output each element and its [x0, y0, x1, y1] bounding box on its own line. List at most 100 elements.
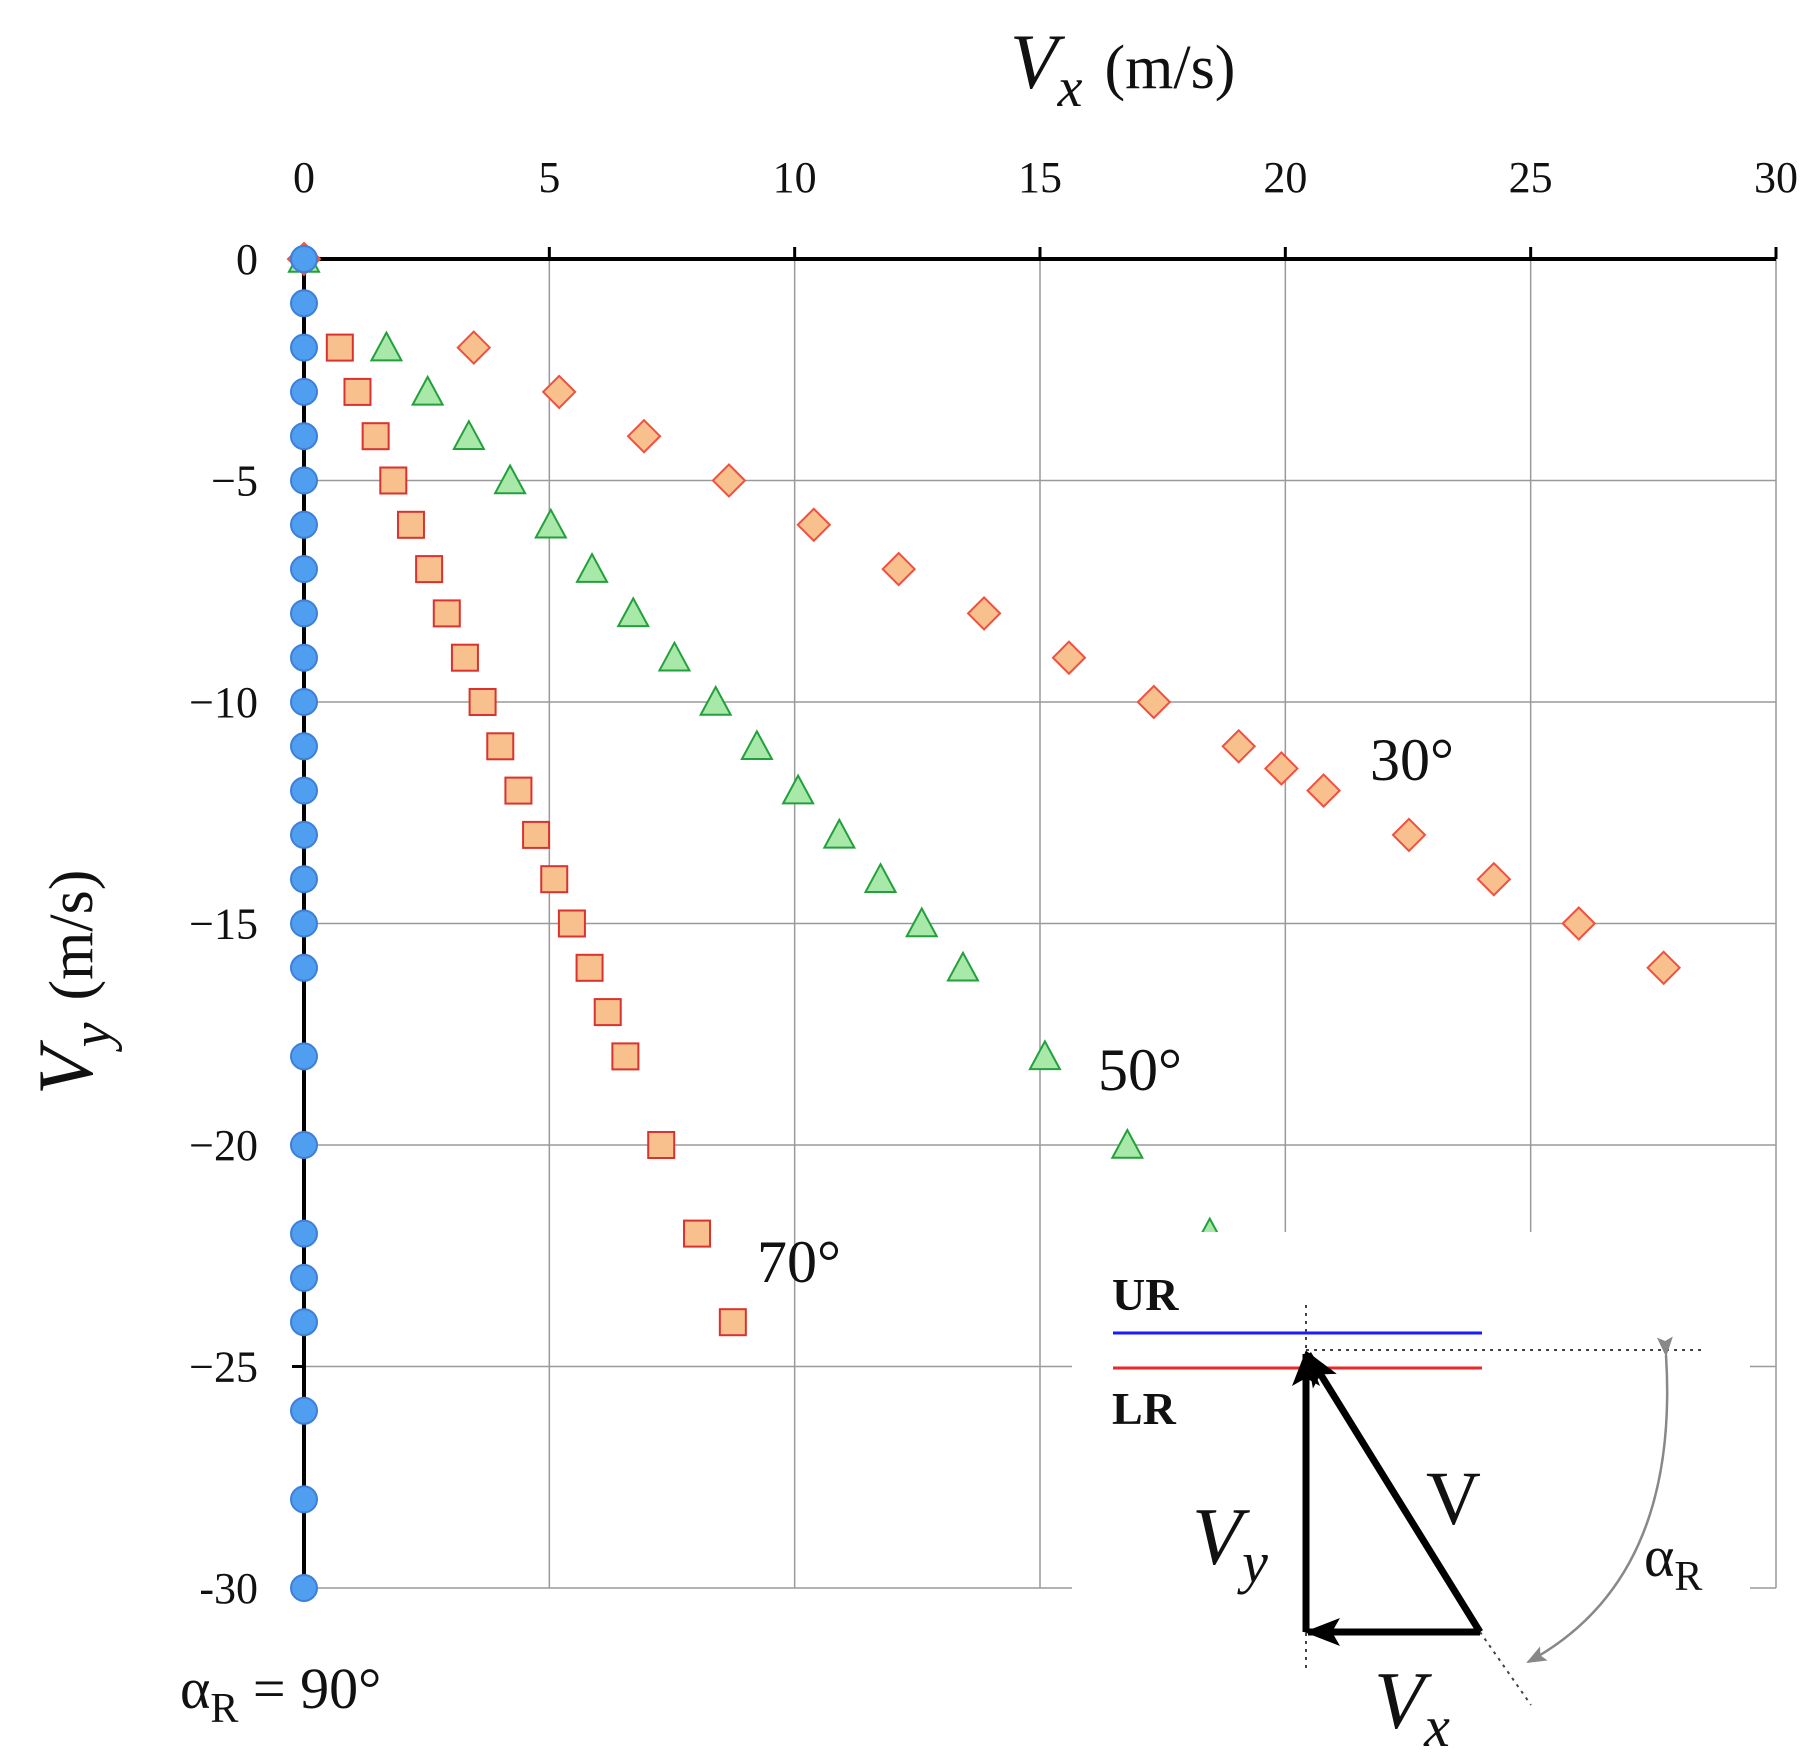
point-circle-18 [290, 1131, 318, 1159]
inset-diagonal-guide [1479, 1631, 1532, 1706]
x-tick-label-0: 0 [293, 153, 315, 202]
point-circle-9 [290, 643, 318, 672]
inset-lr-label: LR [1112, 1383, 1177, 1434]
point-square-16 [611, 1042, 640, 1071]
point-circle-4 [290, 422, 318, 451]
point-circle-23 [290, 1485, 318, 1514]
tick-labels: 0 5 10 15 20 25 30 0 −5 −10 −15 −20 −25 -30 [189, 153, 1798, 1613]
point-square-13 [557, 909, 586, 938]
inset-vy-label: Vy [1192, 1491, 1268, 1595]
point-circle-22 [290, 1396, 318, 1425]
point-triangle-11 [781, 773, 815, 805]
inset-vx-label: Vx [1374, 1655, 1450, 1757]
point-circle-5 [290, 466, 318, 495]
y-tick-label--5: −5 [211, 457, 258, 506]
point-diamond-16 [1646, 950, 1682, 986]
point-square-12 [540, 865, 569, 894]
y-tick-label-0: 0 [236, 235, 258, 284]
point-square-3 [379, 466, 408, 495]
point-diamond-4 [711, 463, 747, 498]
x-tick-label-15: 15 [1018, 153, 1062, 202]
point-circle-14 [290, 865, 318, 894]
point-circle-12 [290, 776, 318, 805]
point-circle-2 [290, 333, 318, 362]
point-circle-21 [290, 1308, 318, 1337]
point-triangle-9 [698, 684, 733, 716]
point-triangle-8 [657, 640, 692, 672]
point-square-4 [396, 510, 425, 539]
point-diamond-8 [1051, 640, 1087, 676]
series-diamond [286, 241, 1682, 986]
x-axis-title: Vx (m/s) [1010, 18, 1235, 119]
point-diamond-2 [541, 374, 577, 410]
point-circle-10 [290, 688, 318, 716]
inset-alpha-arc [1526, 1336, 1673, 1664]
svg-text:Vy(m/s): Vy(m/s) [22, 870, 123, 1095]
point-square-10 [504, 776, 533, 805]
point-triangle-6 [575, 551, 609, 583]
inset-v-arrow [1305, 1350, 1483, 1634]
series-label-70: 70° [757, 1229, 841, 1295]
point-diamond-1 [456, 330, 492, 366]
y-tick-label--10: −10 [189, 678, 258, 727]
data-markers [286, 241, 1682, 1602]
point-square-18 [683, 1219, 712, 1248]
point-triangle-1 [369, 330, 404, 362]
y-tick-label--15: −15 [189, 900, 258, 949]
point-circle-1 [290, 289, 318, 318]
point-diamond-5 [796, 507, 832, 543]
point-circle-6 [290, 510, 318, 539]
y-tick-label--20: −20 [189, 1121, 258, 1170]
point-square-19 [718, 1308, 747, 1337]
point-triangle-14 [905, 906, 939, 938]
point-circle-19 [290, 1219, 318, 1248]
point-circle-17 [290, 1042, 318, 1071]
point-diamond-6 [881, 551, 917, 587]
point-triangle-13 [863, 862, 898, 893]
point-diamond-11 [1263, 751, 1299, 786]
point-square-1 [343, 377, 372, 406]
point-triangle-5 [534, 507, 568, 539]
point-triangle-12 [822, 817, 856, 849]
x-tick-label-25: 25 [1509, 153, 1553, 202]
y-axis-title: Vy(m/s) [22, 870, 123, 1095]
point-diamond-12 [1306, 773, 1342, 809]
point-triangle-16 [1028, 1039, 1062, 1071]
inset-alpha-label: αR [1644, 1524, 1702, 1600]
point-circle-3 [290, 377, 318, 406]
point-square-14 [575, 953, 604, 982]
point-diamond-14 [1476, 861, 1512, 897]
x-tick-label-20: 20 [1263, 153, 1307, 202]
point-square-5 [415, 555, 444, 584]
point-triangle-7 [616, 596, 650, 628]
point-square-15 [593, 998, 622, 1027]
point-diamond-10 [1221, 728, 1257, 764]
point-circle-7 [290, 555, 318, 584]
series-circle [290, 245, 318, 1602]
point-diamond-9 [1136, 684, 1172, 720]
point-circle-11 [290, 732, 318, 761]
series-triangle [287, 241, 1227, 1248]
point-diamond-7 [966, 595, 1002, 631]
point-square-6 [432, 599, 461, 628]
point-diamond-3 [626, 418, 662, 454]
x-tick-label-10: 10 [773, 153, 817, 202]
inset-v-label: V [1426, 1457, 1481, 1541]
point-circle-15 [290, 909, 318, 938]
inset-ur-label: UR [1112, 1269, 1179, 1320]
y-tick-label--25: −25 [189, 1343, 258, 1392]
point-triangle-17 [1110, 1127, 1145, 1159]
point-diamond-13 [1391, 817, 1427, 853]
point-circle-8 [290, 599, 318, 628]
point-triangle-10 [740, 729, 774, 761]
point-triangle-4 [493, 463, 527, 495]
point-square-11 [522, 820, 551, 849]
gridlines [304, 259, 1777, 1589]
inset-velocity-diagram: UR LR Vy V Vx αR [1072, 1232, 1750, 1757]
point-square-17 [647, 1131, 676, 1159]
point-square-7 [450, 643, 479, 672]
point-circle-20 [290, 1263, 318, 1292]
footnote-alpha-90: αR = 90° [180, 1656, 381, 1732]
point-diamond-15 [1561, 906, 1597, 941]
